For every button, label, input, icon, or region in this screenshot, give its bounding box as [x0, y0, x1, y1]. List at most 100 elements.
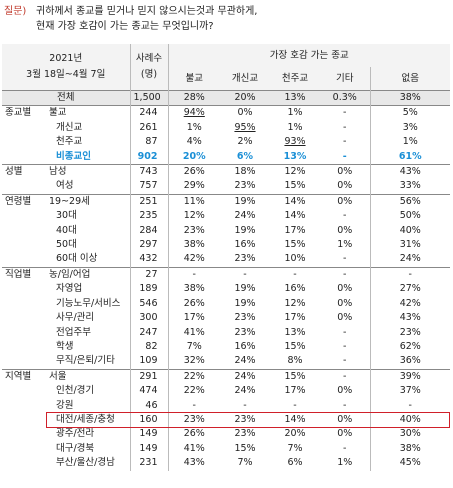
row-label: 50대 — [56, 239, 77, 251]
value: 6% — [287, 457, 303, 469]
value: 14% — [284, 210, 306, 222]
cell-value: - — [167, 398, 220, 413]
data-row: 학생 82 7% 16% 15% - 62% — [2, 339, 451, 355]
cell-value: 22% — [167, 384, 220, 399]
cell-value: - — [320, 368, 370, 385]
cell-value: 18% — [220, 164, 270, 180]
cell-value: 7% — [270, 442, 320, 456]
cell-value: 43% — [369, 311, 451, 326]
sample-size: 300 — [129, 311, 168, 326]
value: 18% — [234, 166, 256, 178]
cell-value: 7% — [220, 456, 270, 470]
value: - — [343, 326, 347, 338]
cell-value: 1% — [369, 135, 451, 150]
value: 0% — [337, 312, 353, 324]
value: 5% — [402, 107, 418, 119]
value: 23% — [399, 326, 421, 338]
value: 13% — [284, 326, 306, 338]
value: 36% — [399, 355, 421, 367]
value: 56% — [399, 195, 421, 207]
sample-size: 546 — [129, 296, 168, 312]
row-label: 60대 이상 — [56, 253, 98, 265]
cell-value: - — [320, 121, 370, 135]
question-line: 현재 가장 호감이 가는 종교는 무엇입니까? — [36, 21, 214, 32]
value: 43% — [399, 312, 421, 324]
data-row: 대전/세종/충청 160 23% 23% 14% 0% 40% — [2, 412, 451, 428]
value: 17% — [284, 312, 306, 324]
data-row: 종교별 불교 244 94% 0% 1% - 5% — [2, 105, 451, 165]
value: 24% — [234, 210, 256, 222]
data-row: 자영업 189 38% 19% 16% 0% 27% — [2, 282, 451, 297]
value: 16% — [234, 340, 256, 352]
cell-value: 19% — [220, 282, 270, 296]
row-label: 기능노무/서비스 — [56, 297, 121, 309]
cell-value: 36% — [369, 354, 451, 370]
header-row: 불교 개신교 천주교 기타 없음 — [2, 67, 451, 91]
value: 33% — [399, 180, 421, 192]
value: 13% — [283, 150, 307, 162]
cell-value: - — [320, 399, 370, 413]
row-label: 여성 — [56, 180, 74, 192]
data-row: 40대 284 23% 19% 17% 0% 40% — [2, 223, 451, 239]
value: 0% — [337, 166, 353, 178]
cell-value: 40% — [369, 223, 451, 239]
cell-value: - — [369, 266, 451, 283]
cell-value: - — [220, 399, 270, 413]
period-header: 2021년 3월 18일~4월 7일 — [2, 44, 130, 91]
value: 15% — [284, 370, 306, 382]
value: 23% — [234, 253, 256, 265]
data-row: 전업주부 247 41% 23% 13% - 23% — [2, 325, 451, 340]
cell-value: - — [320, 105, 370, 121]
table-body: 2021년 3월 18일~4월 7일 사례수 (명) 가장 호감 가는 종교 불교 개신교 천… — [2, 44, 451, 471]
cell-value: 20% — [220, 89, 270, 106]
sample-size: 27 — [129, 266, 168, 283]
cell-value: 29% — [167, 179, 220, 195]
cell-value: 6% — [220, 150, 270, 165]
value: 29% — [183, 180, 205, 192]
cell-value: 33% — [369, 179, 451, 195]
data-row: 천주교 87 4% 2% 93% - 1% — [2, 135, 451, 150]
value: 31% — [399, 239, 421, 251]
cell-value: 3% — [369, 120, 451, 136]
cell-value: 13% — [270, 150, 320, 165]
value: 43% — [399, 166, 421, 178]
value: 1% — [186, 121, 202, 133]
cell-value: 8% — [270, 354, 320, 369]
value: 12% — [183, 210, 205, 222]
row-label: 19~29세 — [46, 193, 130, 210]
value: 7% — [287, 442, 303, 454]
data-row: 50대 297 38% 16% 15% 1% 31% — [2, 238, 451, 253]
value: 0% — [337, 283, 353, 295]
cell-value: 0% — [320, 427, 370, 441]
row-label: 30대 — [56, 210, 77, 222]
cell-value: 0% — [320, 179, 370, 194]
cell-value: 0% — [320, 164, 370, 180]
data-row: 기능노무/서비스 546 26% 19% 12% 0% 42% — [2, 296, 451, 312]
value: 42% — [399, 297, 421, 309]
cell-value: 61% — [369, 149, 451, 165]
sample-size: 231 — [129, 456, 168, 471]
group-label: 연령별 — [2, 193, 46, 268]
cell-value: 4% — [167, 135, 220, 150]
value: 22% — [183, 370, 205, 382]
cell-value: 23% — [220, 326, 270, 340]
cell-value: - — [320, 135, 370, 149]
value: - — [343, 340, 347, 352]
sample-size: 160 — [129, 412, 168, 428]
cell-value: 17% — [270, 224, 320, 238]
value: 45% — [399, 457, 421, 469]
cell-value: 17% — [167, 311, 220, 326]
sample-size: 82 — [129, 339, 168, 355]
cell-value: 56% — [369, 193, 451, 210]
cell-value: 41% — [167, 325, 220, 340]
row-label: 전체 — [2, 89, 130, 106]
row-label: 40대 — [56, 224, 77, 236]
cell-value: 15% — [270, 238, 320, 252]
row-label: 사무/관리 — [56, 312, 95, 324]
value: 7% — [237, 457, 253, 469]
cell-value: 27% — [369, 282, 451, 297]
row-label: 광주/전라 — [56, 428, 95, 440]
value: 30% — [399, 428, 421, 440]
group-label: 종교별 — [2, 105, 46, 165]
